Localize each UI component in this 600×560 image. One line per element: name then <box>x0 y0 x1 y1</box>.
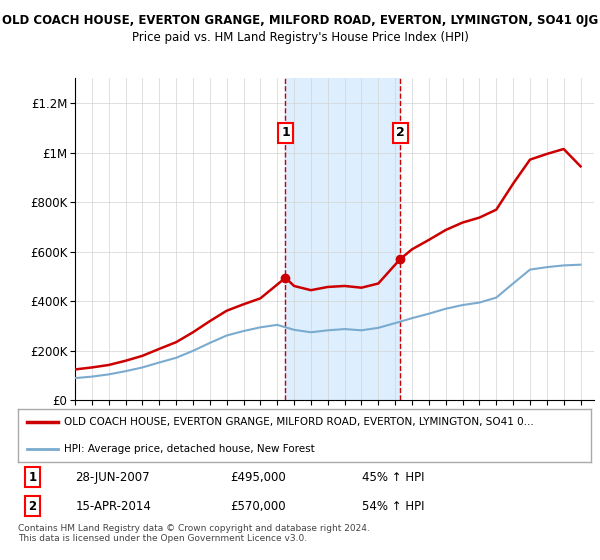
Text: HPI: Average price, detached house, New Forest: HPI: Average price, detached house, New … <box>64 444 314 454</box>
Text: 54% ↑ HPI: 54% ↑ HPI <box>362 500 424 513</box>
Text: Price paid vs. HM Land Registry's House Price Index (HPI): Price paid vs. HM Land Registry's House … <box>131 31 469 44</box>
Text: 1: 1 <box>281 127 290 139</box>
Text: 15-APR-2014: 15-APR-2014 <box>76 500 151 513</box>
Text: 28-JUN-2007: 28-JUN-2007 <box>76 470 150 484</box>
Text: 45% ↑ HPI: 45% ↑ HPI <box>362 470 424 484</box>
Bar <box>286 78 400 400</box>
Text: 2: 2 <box>28 500 37 513</box>
Text: 1: 1 <box>28 470 37 484</box>
Text: OLD COACH HOUSE, EVERTON GRANGE, MILFORD ROAD, EVERTON, LYMINGTON, SO41 0...: OLD COACH HOUSE, EVERTON GRANGE, MILFORD… <box>64 417 533 427</box>
Text: £495,000: £495,000 <box>230 470 286 484</box>
Text: Contains HM Land Registry data © Crown copyright and database right 2024.
This d: Contains HM Land Registry data © Crown c… <box>18 524 370 543</box>
Text: OLD COACH HOUSE, EVERTON GRANGE, MILFORD ROAD, EVERTON, LYMINGTON, SO41 0JG: OLD COACH HOUSE, EVERTON GRANGE, MILFORD… <box>2 14 598 27</box>
Text: 2: 2 <box>395 127 404 139</box>
Text: £570,000: £570,000 <box>230 500 286 513</box>
